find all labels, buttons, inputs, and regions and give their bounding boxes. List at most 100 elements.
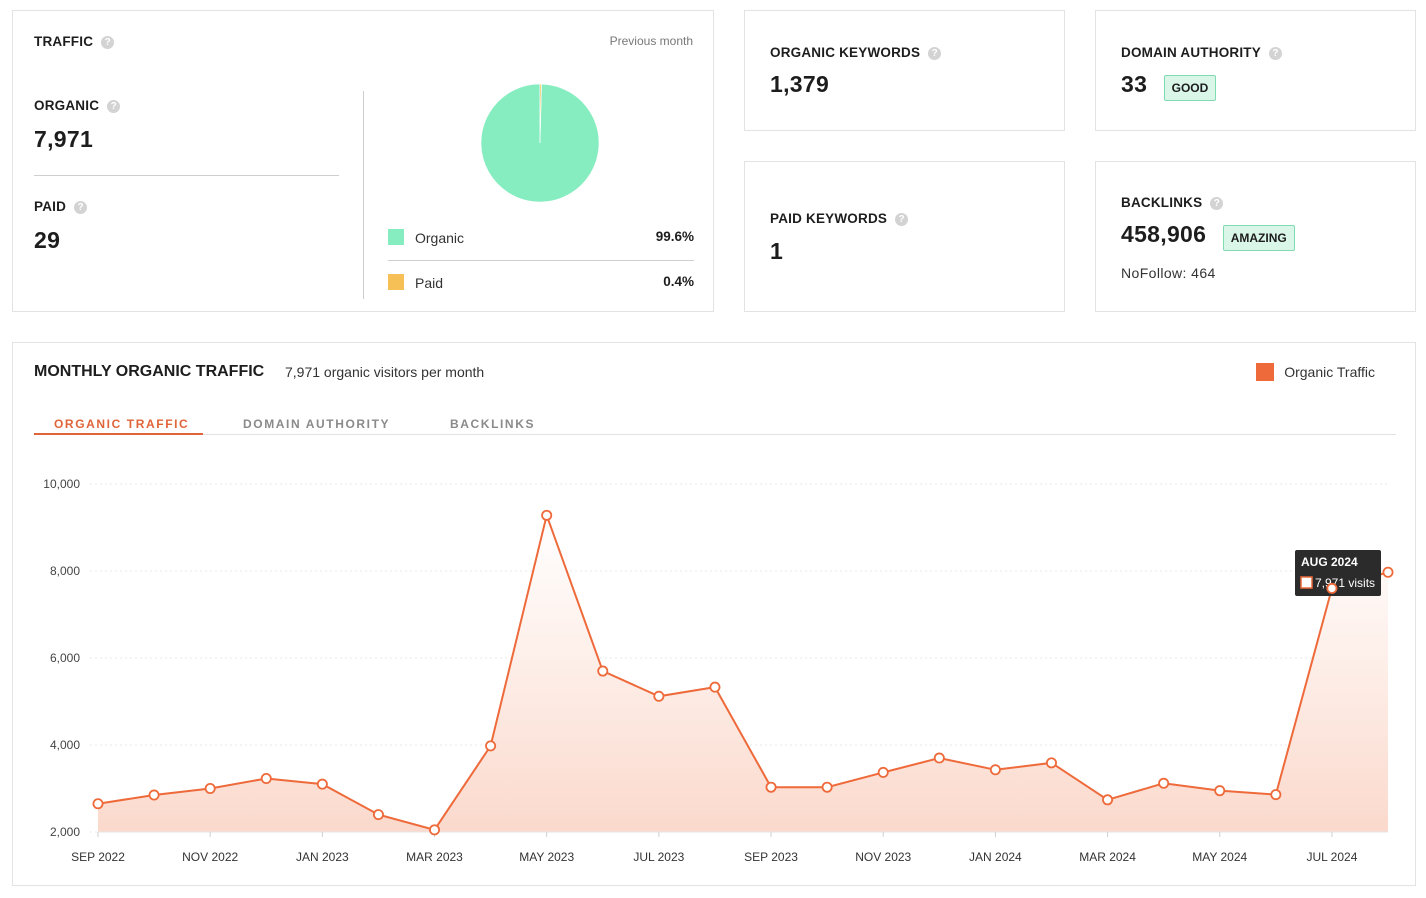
domain-authority-value: 33 bbox=[1121, 71, 1148, 97]
help-icon[interactable]: ? bbox=[74, 201, 88, 214]
paid-traffic-value: 29 bbox=[34, 227, 61, 253]
period-label: Previous month bbox=[609, 34, 693, 48]
data-point bbox=[260, 772, 272, 784]
data-point bbox=[316, 778, 328, 790]
tooltip-box bbox=[1295, 550, 1381, 596]
traffic-card: TRAFFIC? Previous month ORGANIC? 7,971 P… bbox=[12, 10, 714, 312]
monthly-traffic-title: MONTHLY ORGANIC TRAFFIC bbox=[34, 363, 265, 380]
x-tick-label: JAN 2023 bbox=[296, 850, 349, 864]
data-point bbox=[148, 789, 160, 801]
data-point bbox=[1102, 794, 1114, 806]
data-point bbox=[204, 782, 216, 794]
data-point bbox=[92, 798, 104, 810]
help-icon[interactable]: ? bbox=[101, 36, 115, 49]
data-point bbox=[372, 809, 384, 821]
data-point bbox=[1045, 757, 1057, 769]
traffic-pie-chart bbox=[480, 83, 600, 203]
organic-traffic-label-row: ORGANIC? bbox=[34, 97, 121, 115]
tab-organic-traffic[interactable]: ORGANIC TRAFFIC bbox=[54, 417, 190, 431]
x-tick-label: MAR 2024 bbox=[1079, 850, 1136, 864]
backlinks-label: BACKLINKS bbox=[1121, 195, 1203, 210]
organic-keywords-card: ORGANIC KEYWORDS? 1,379 bbox=[744, 10, 1065, 131]
pie-slice-paid bbox=[539, 83, 542, 144]
x-tick-label: JUL 2023 bbox=[633, 850, 684, 864]
organic-traffic-label: ORGANIC bbox=[34, 98, 100, 113]
data-point bbox=[485, 740, 497, 752]
x-tick-label: MAY 2024 bbox=[1192, 850, 1247, 864]
chart-tabs: ORGANIC TRAFFIC DOMAIN AUTHORITY BACKLIN… bbox=[34, 411, 1396, 435]
monthly-traffic-card: MONTHLY ORGANIC TRAFFIC 7,971 organic vi… bbox=[12, 342, 1416, 886]
organic-traffic-value: 7,971 bbox=[34, 126, 94, 152]
vertical-divider bbox=[363, 91, 364, 299]
y-tick-label: 10,000 bbox=[43, 477, 80, 491]
legend-organic-percent: 99.6% bbox=[655, 229, 694, 244]
legend-organic-name: Organic bbox=[415, 230, 465, 246]
organic-keywords-value: 1,379 bbox=[770, 71, 830, 97]
data-point bbox=[1270, 789, 1282, 801]
chart-legend: Organic Traffic bbox=[1256, 363, 1375, 381]
status-badge: AMAZING bbox=[1222, 224, 1295, 251]
y-tick-label: 2,000 bbox=[50, 825, 80, 839]
y-tick-label: 6,000 bbox=[50, 651, 80, 665]
data-point bbox=[709, 681, 721, 693]
domain-authority-value-row: 33 GOOD bbox=[1121, 71, 1217, 101]
tab-backlinks[interactable]: BACKLINKS bbox=[450, 417, 536, 431]
data-point bbox=[541, 509, 553, 521]
data-point bbox=[877, 766, 889, 778]
paid-keywords-label: PAID KEYWORDS bbox=[770, 211, 888, 226]
paid-keywords-card: PAID KEYWORDS? 1 bbox=[744, 161, 1065, 312]
tab-domain-authority[interactable]: DOMAIN AUTHORITY bbox=[243, 417, 391, 431]
data-point bbox=[821, 781, 833, 793]
data-point bbox=[1326, 582, 1338, 594]
divider bbox=[388, 260, 694, 261]
x-tick-label: MAY 2023 bbox=[519, 850, 574, 864]
paid-traffic-label-row: PAID? bbox=[34, 198, 88, 216]
organic-swatch bbox=[388, 229, 404, 245]
area-fill bbox=[98, 515, 1388, 832]
data-point bbox=[933, 752, 945, 764]
y-tick-label: 8,000 bbox=[50, 564, 80, 578]
data-point bbox=[989, 764, 1001, 776]
paid-traffic-label: PAID bbox=[34, 199, 67, 214]
backlinks-value: 458,906 bbox=[1121, 221, 1207, 247]
monthly-traffic-subtitle: 7,971 organic visitors per month bbox=[285, 364, 485, 380]
x-tick-label: JAN 2024 bbox=[969, 850, 1022, 864]
help-icon[interactable]: ? bbox=[1210, 197, 1224, 210]
help-icon[interactable]: ? bbox=[895, 213, 909, 226]
x-tick-label: SEP 2022 bbox=[71, 850, 125, 864]
legend-paid: Paid 0.4% bbox=[388, 272, 694, 294]
paid-keywords-value: 1 bbox=[770, 238, 784, 264]
data-point bbox=[765, 781, 777, 793]
data-point bbox=[653, 690, 665, 702]
paid-keywords-label-row: PAID KEYWORDS? bbox=[770, 210, 909, 228]
legend-organic: Organic 99.6% bbox=[388, 227, 694, 249]
organic-keywords-label-row: ORGANIC KEYWORDS? bbox=[770, 44, 942, 62]
x-tick-label: JUL 2024 bbox=[1306, 850, 1357, 864]
help-icon[interactable]: ? bbox=[107, 100, 121, 113]
traffic-title-label: TRAFFIC bbox=[34, 34, 94, 49]
data-point bbox=[429, 824, 441, 836]
divider bbox=[34, 175, 339, 176]
x-tick-label: MAR 2023 bbox=[406, 850, 463, 864]
domain-authority-label-row: DOMAIN AUTHORITY? bbox=[1121, 44, 1282, 62]
status-badge: GOOD bbox=[1163, 74, 1217, 101]
domain-authority-label: DOMAIN AUTHORITY bbox=[1121, 45, 1261, 60]
chart-legend-label: Organic Traffic bbox=[1284, 364, 1375, 380]
backlinks-card: BACKLINKS? 458,906 AMAZING NoFollow: 464 bbox=[1095, 161, 1416, 312]
active-tab-underline bbox=[34, 433, 203, 435]
data-point bbox=[1158, 777, 1170, 789]
legend-paid-name: Paid bbox=[415, 275, 444, 291]
tooltip-swatch bbox=[1300, 576, 1313, 589]
tooltip-value: 7,971 visits bbox=[1315, 576, 1375, 590]
x-tick-label: SEP 2023 bbox=[744, 850, 798, 864]
backlinks-value-row: 458,906 AMAZING bbox=[1121, 221, 1295, 251]
organic-traffic-swatch bbox=[1256, 363, 1275, 381]
organic-keywords-label: ORGANIC KEYWORDS bbox=[770, 45, 921, 60]
help-icon[interactable]: ? bbox=[1268, 47, 1282, 60]
help-icon[interactable]: ? bbox=[928, 47, 942, 60]
legend-paid-percent: 0.4% bbox=[663, 274, 694, 289]
y-tick-label: 4,000 bbox=[50, 738, 80, 752]
data-point bbox=[1382, 566, 1394, 578]
series-line bbox=[97, 511, 1389, 831]
x-tick-label: NOV 2022 bbox=[182, 850, 238, 864]
